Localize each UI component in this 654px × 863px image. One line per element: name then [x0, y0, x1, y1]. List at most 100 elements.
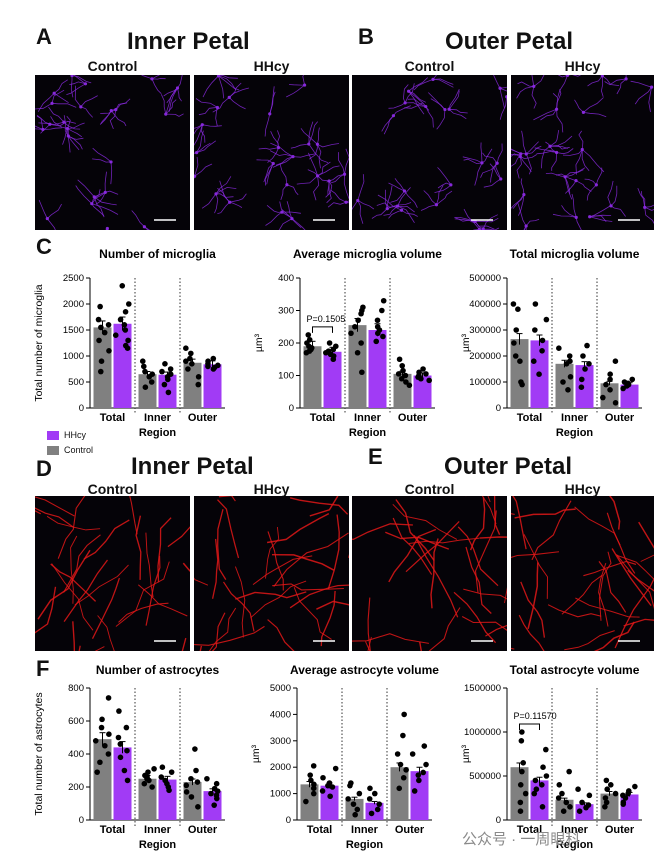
cell-process: [630, 80, 652, 88]
cell-process: [327, 180, 330, 196]
y-tick-label: 1000: [63, 351, 84, 362]
chart-average-microglia-volume: Average microglia volume 0 100 200 300 400 µm³…: [253, 247, 442, 439]
data-point: [96, 337, 102, 344]
cell-process: [201, 124, 206, 143]
cell-process: [386, 185, 393, 209]
cell-process: [641, 191, 646, 208]
cell-process: [518, 194, 525, 216]
y-tick-label: 0: [286, 815, 291, 826]
cell-process: [165, 113, 184, 117]
astrocyte-fiber: [273, 532, 349, 587]
x-tick-label-outer: Outer: [188, 412, 218, 424]
astrocyte-fiber: [145, 532, 154, 598]
cell-process: [381, 115, 394, 132]
cell-process: [377, 194, 402, 211]
data-point: [188, 794, 195, 800]
cell-process: [549, 130, 560, 147]
chart-average-astrocyte-volume: Average astrocyte volume 0 1000 2000 3000 400…: [250, 663, 439, 851]
data-point: [213, 795, 220, 802]
data-point: [519, 729, 525, 735]
data-point: [149, 784, 155, 790]
astrocyte-fiber: [137, 584, 188, 617]
data-point: [105, 322, 112, 328]
data-point: [578, 384, 585, 390]
cell-process: [269, 150, 294, 157]
data-point: [510, 301, 517, 307]
data-point: [124, 345, 131, 351]
cell-process: [600, 75, 604, 97]
cell-process: [511, 153, 521, 157]
astrocyte-fiber: [118, 602, 169, 623]
cell-process: [308, 143, 329, 163]
astrocyte-fiber: [598, 562, 609, 627]
cell-process: [523, 225, 527, 230]
cell-process: [202, 75, 219, 98]
cell-process: [194, 156, 199, 177]
data-point: [123, 724, 130, 731]
data-point: [400, 732, 406, 739]
data-point: [563, 361, 570, 367]
data-point: [420, 366, 426, 372]
cell-process: [595, 167, 603, 186]
astrocyte-fiber: [408, 537, 480, 545]
cell-process: [517, 81, 534, 87]
data-point: [117, 754, 124, 761]
data-point: [600, 394, 606, 401]
astrocyte-fiber: [234, 566, 246, 638]
y-tick-label: 200: [278, 338, 294, 349]
cell-process: [195, 98, 218, 108]
cell-process: [352, 200, 359, 211]
astrocyte-fiber: [527, 562, 539, 629]
data-point: [406, 382, 413, 389]
cell-process: [436, 190, 453, 206]
astrocyte-fiber: [453, 591, 497, 644]
cell-process: [496, 143, 503, 164]
data-point: [517, 358, 523, 364]
cell-process: [194, 124, 203, 129]
cell-process: [583, 112, 607, 118]
cell-process: [109, 109, 117, 130]
label-hhcy-e: HHcy: [564, 481, 601, 497]
cell-process: [343, 174, 349, 200]
data-point: [543, 316, 550, 323]
astrocyte-fiber: [157, 517, 172, 583]
data-point: [211, 802, 217, 808]
cell-process: [489, 163, 502, 180]
astrocyte-fiber: [514, 508, 576, 519]
data-point: [105, 751, 112, 757]
panel-title-outer-petal-e: Outer Petal: [444, 453, 573, 480]
cell-process: [272, 156, 294, 168]
cell-process: [308, 152, 318, 176]
astrocyte-image-outer-hhcy: [511, 496, 654, 651]
bar-control-total: [93, 739, 112, 820]
cell-process: [317, 127, 320, 145]
bar-control-total: [303, 346, 322, 408]
cell-process: [483, 178, 501, 188]
cell-process: [218, 75, 225, 99]
cell-process: [408, 90, 430, 111]
cell-process: [66, 83, 86, 95]
astrocyte-fiber: [83, 519, 130, 560]
cell-process: [454, 217, 476, 222]
cell-process: [345, 200, 349, 203]
x-tick-label-inner: Inner: [144, 824, 172, 836]
cell-process: [212, 97, 230, 113]
bar-hhcy-total: [113, 747, 132, 820]
cell-process: [151, 75, 160, 80]
cell-process: [387, 202, 412, 209]
cell-process: [407, 98, 426, 107]
cell-process: [634, 86, 652, 105]
cell-process: [480, 142, 483, 163]
data-point: [586, 361, 592, 367]
astrocyte-fiber: [74, 564, 129, 606]
astrocyte-fiber: [561, 574, 603, 615]
astrocyte-fiber: [267, 619, 295, 651]
data-point: [159, 368, 165, 375]
data-point: [305, 332, 312, 338]
data-point: [556, 345, 562, 351]
data-point: [555, 795, 562, 801]
data-point: [117, 316, 124, 323]
data-point: [532, 777, 539, 784]
astrocyte-fiber: [609, 496, 621, 530]
data-point: [310, 785, 317, 792]
